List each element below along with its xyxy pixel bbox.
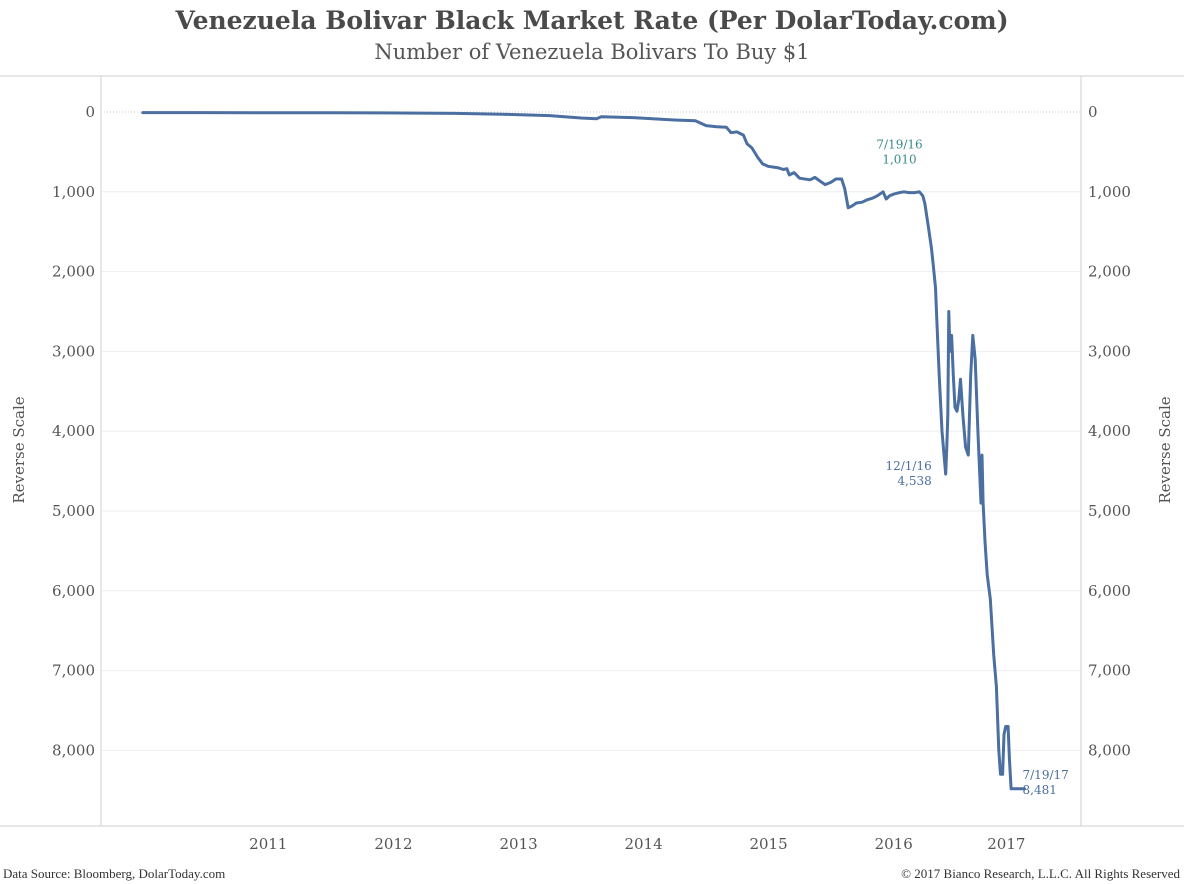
y-tick-label-right: 6,000 [1088,582,1131,600]
annotation-date: 7/19/17 [1023,768,1069,782]
x-tick-label: 2012 [374,835,412,853]
y-tick-label-left: 4,000 [52,422,95,440]
y-tick-label-right: 1,000 [1088,183,1131,201]
y-tick-label-left: 5,000 [52,502,95,520]
chart-title: Venezuela Bolivar Black Market Rate (Per… [175,6,1009,35]
y-tick-label-right: 8,000 [1088,741,1131,759]
y-tick-label-right: 0 [1088,103,1098,121]
annotation-date: 7/19/16 [876,138,922,152]
chart-subtitle: Number of Venezuela Bolivars To Buy $1 [374,40,810,64]
annotations: 7/19/161,010 12/1/164,538 7/19/178,481 [876,138,1068,797]
y-tick-label-left: 0 [85,103,95,121]
y-tick-label-left: 2,000 [52,263,95,281]
y-tick-label-right: 3,000 [1088,342,1131,360]
y-axis-left: 0 1,000 2,000 3,000 4,000 5,000 6,000 7,000 8,00… [52,103,95,759]
y-axis-right: 0 1,000 2,000 3,000 4,000 5,000 6,000 7,000 8,00… [1088,103,1131,759]
data-source-note: Data Source: Bloomberg, DolarToday.com [3,866,226,881]
x-axis: 2011 2012 2013 2014 2015 2016 2017 [249,835,1025,853]
y-tick-label-left: 7,000 [52,662,95,680]
y-tick-label-right: 4,000 [1088,422,1131,440]
y-tick-label-left: 6,000 [52,582,95,600]
series-layer [141,111,1026,791]
annotation-value: 4,538 [897,474,931,488]
plot-frame [0,75,1184,827]
x-tick-label: 2011 [249,835,287,853]
annotation-value: 8,481 [1023,783,1057,797]
y-tick-label-left: 1,000 [52,183,95,201]
y-tick-label-right: 5,000 [1088,502,1131,520]
grid-lines [101,111,1081,751]
y-tick-label-left: 8,000 [52,741,95,759]
x-tick-label: 2015 [749,835,787,853]
y-tick-label-right: 7,000 [1088,662,1131,680]
y-tick-label-right: 2,000 [1088,263,1131,281]
x-tick-label: 2014 [624,835,662,853]
x-tick-label: 2013 [499,835,537,853]
x-tick-label: 2016 [875,835,913,853]
y-tick-label-left: 3,000 [52,342,95,360]
x-tick-label: 2017 [987,835,1025,853]
series-line [141,111,1026,791]
annotation-date: 12/1/16 [885,459,931,473]
line-chart: 0 1,000 2,000 3,000 4,000 5,000 6,000 7,000 8,00… [0,75,1184,853]
copyright-note: © 2017 Bianco Research, L.L.C. All Right… [901,866,1180,881]
y-axis-label-left: Reverse Scale [10,396,28,503]
annotation-value: 1,010 [882,153,916,167]
y-axis-label-right: Reverse Scale [1156,396,1174,503]
